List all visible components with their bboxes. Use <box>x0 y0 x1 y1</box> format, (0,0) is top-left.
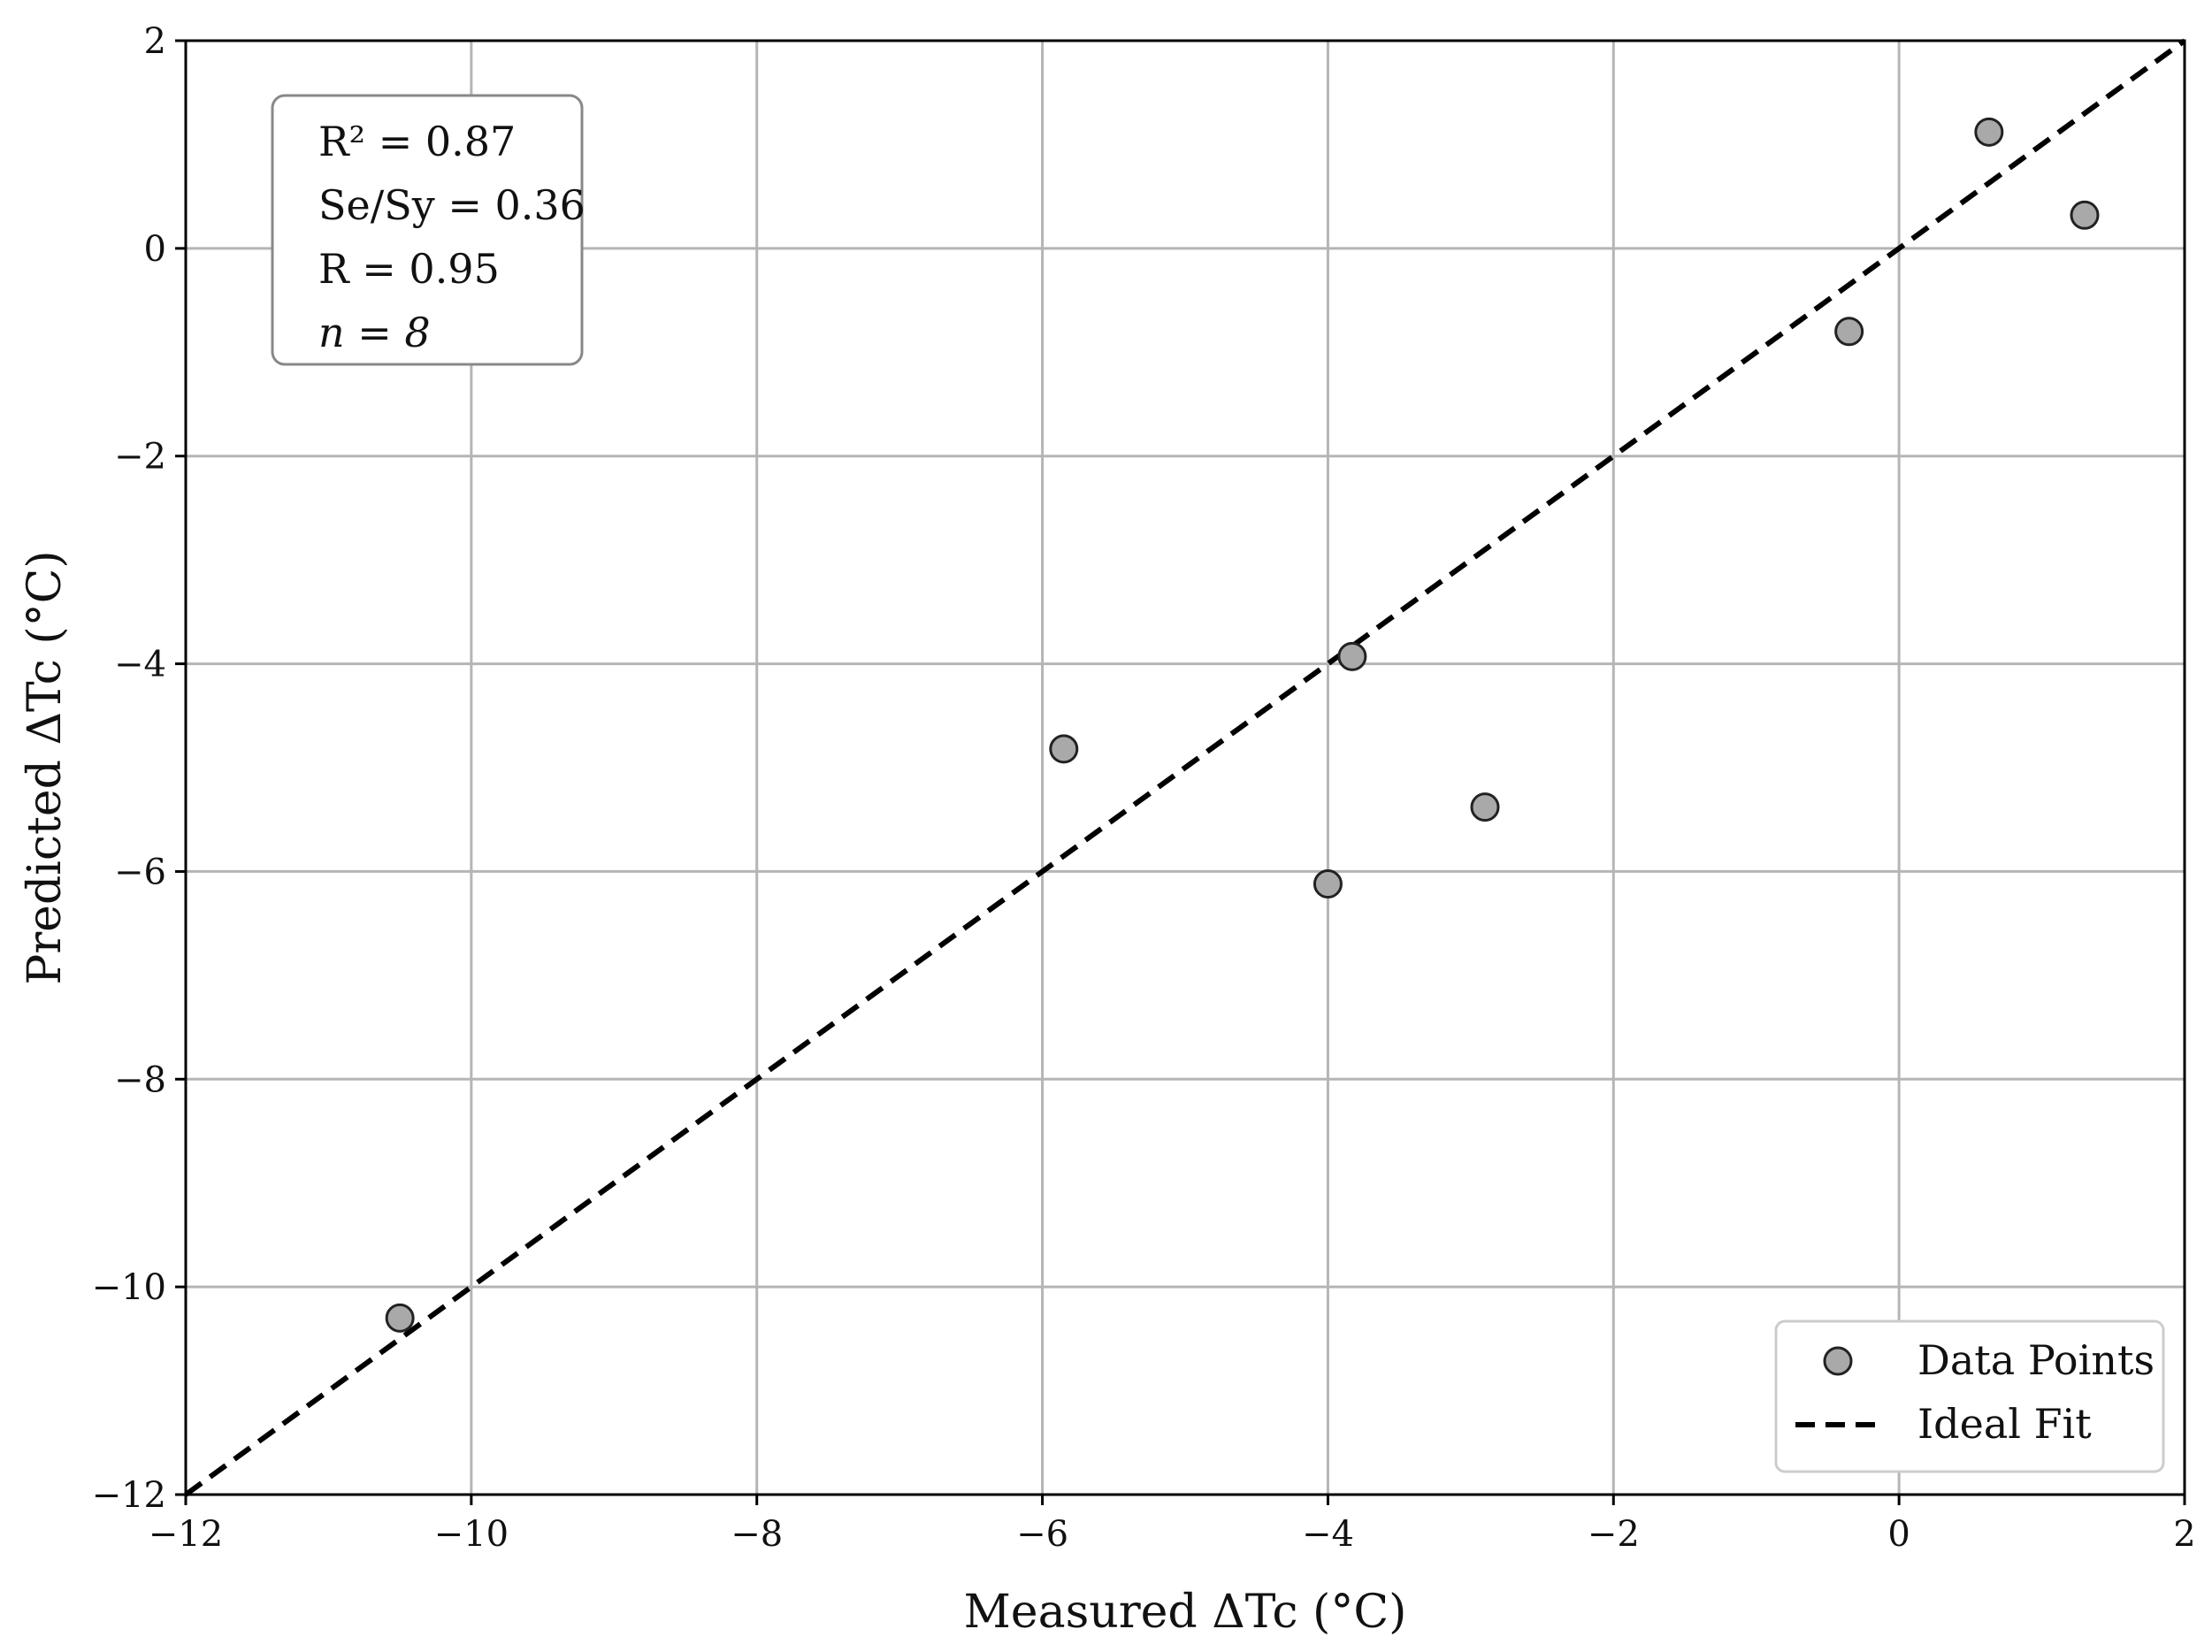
y-axis-ticks: −12 −10 −8 −6 −4 −2 0 2 <box>92 21 186 1516</box>
plot-frame <box>184 39 2186 1496</box>
x-tick-label: −8 <box>731 1514 783 1555</box>
ideal-fit-line <box>184 38 2186 1497</box>
y-tick-label: −6 <box>114 852 166 892</box>
stats-sesy: Se/Sy = 0.36 <box>318 181 586 229</box>
y-tick-label: −12 <box>92 1475 166 1516</box>
y-tick-label: 0 <box>144 229 166 270</box>
x-axis-ticks: −12 −10 −8 −6 −4 −2 0 2 <box>149 1495 2196 1555</box>
points-layer <box>385 117 2100 1333</box>
legend-frame <box>1774 1319 2165 1473</box>
ideal-fit-layer <box>184 38 2186 1497</box>
y-tick-label: −2 <box>114 437 166 478</box>
data-point <box>385 1303 415 1333</box>
legend-marker-data-points <box>1823 1346 1853 1376</box>
x-tick-label: −12 <box>149 1514 223 1555</box>
stats-r: R = 0.95 <box>318 245 500 293</box>
stats-n: n = 8 <box>318 309 431 356</box>
x-tick-label: −6 <box>1016 1514 1068 1555</box>
y-tick-label: −4 <box>114 645 166 685</box>
data-point <box>1313 869 1343 899</box>
data-point <box>1834 317 1864 347</box>
x-tick-label: −10 <box>434 1514 509 1555</box>
y-axis-title: Predicted ΔTc (°C) <box>19 550 72 984</box>
data-point <box>1337 641 1367 671</box>
data-point <box>1470 792 1500 822</box>
y-tick-label: −8 <box>114 1059 166 1100</box>
x-tick-label: −4 <box>1302 1514 1354 1555</box>
y-tick-label: −10 <box>92 1267 166 1308</box>
stats-box-frame <box>271 94 584 366</box>
x-tick-label: −2 <box>1588 1514 1640 1555</box>
legend-label-ideal-fit: Ideal Fit <box>1917 1400 2092 1448</box>
x-tick-label: 0 <box>1887 1514 1910 1555</box>
data-point <box>1049 734 1079 764</box>
legend-label-data-points: Data Points <box>1917 1336 2155 1384</box>
stats-r2: R² = 0.87 <box>318 118 516 165</box>
grid <box>184 39 2186 1496</box>
data-point <box>1974 117 2004 147</box>
x-tick-label: 2 <box>2173 1514 2195 1555</box>
legend: Data Points Ideal Fit <box>1774 1319 2165 1473</box>
y-tick-label: 2 <box>144 21 166 62</box>
stats-box: R² = 0.87 Se/Sy = 0.36 R = 0.95 n = 8 <box>271 94 586 366</box>
data-point <box>2070 200 2100 230</box>
x-axis-title: Measured ΔTc (°C) <box>964 1586 1407 1639</box>
